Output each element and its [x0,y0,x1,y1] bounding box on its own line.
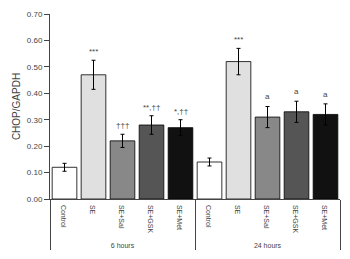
svg-text:**,††: **,†† [143,103,160,112]
svg-text:***: *** [89,47,98,56]
svg-text:a: a [294,87,299,96]
svg-text:SE+Sal: SE+Sal [263,205,270,229]
svg-text:†††: ††† [116,121,129,130]
svg-text:0.30: 0.30 [27,116,43,125]
svg-text:0.20: 0.20 [27,142,43,151]
svg-text:0.70: 0.70 [27,10,43,19]
svg-text:SE+Met: SE+Met [176,205,183,230]
svg-text:0.50: 0.50 [27,63,43,72]
svg-text:Control: Control [205,205,212,228]
svg-text:0.40: 0.40 [27,89,43,98]
svg-text:Control: Control [60,205,67,228]
svg-text:SE+GSK: SE+GSK [147,205,154,234]
svg-text:SE+Met: SE+Met [321,205,328,230]
svg-text:CHOP/GAPDH: CHOP/GAPDH [11,73,22,140]
svg-text:0.00: 0.00 [27,195,43,204]
svg-text:SE: SE [89,205,96,215]
svg-text:0.60: 0.60 [27,36,43,45]
svg-text:24 hours: 24 hours [254,242,282,249]
svg-text:6 hours: 6 hours [111,242,135,249]
svg-text:***: *** [234,35,243,44]
svg-text:a: a [265,92,270,101]
svg-text:a: a [323,90,328,99]
svg-text:SE+GSK: SE+GSK [292,205,299,234]
svg-text:*,††: *,†† [174,107,188,116]
svg-text:0.10: 0.10 [27,168,43,177]
svg-text:SE: SE [234,205,241,215]
svg-text:SE+Sal: SE+Sal [118,205,125,229]
